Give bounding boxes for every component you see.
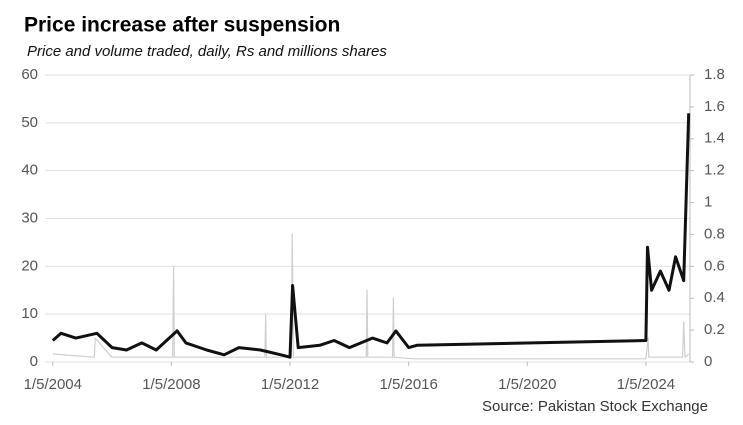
y-tick-label: 40 [21, 162, 38, 179]
y2-tick-label: 0.6 [704, 257, 725, 274]
x-tick-label: 1/5/2012 [261, 376, 319, 393]
y-tick-label: 20 [21, 257, 38, 274]
y2-tick-label: 1.4 [704, 130, 725, 147]
y2-tick-label: 1.8 [704, 66, 725, 83]
x-tick-label: 1/5/2016 [379, 376, 437, 393]
y-tick-label: 0 [30, 353, 38, 370]
y2-tick-label: 0 [704, 353, 712, 370]
chart-title: Price increase after suspension [24, 14, 340, 37]
y2-tick-label: 0.2 [704, 321, 725, 338]
y-tick-label: 60 [21, 66, 38, 83]
y-tick-label: 50 [21, 114, 38, 131]
y2-tick-label: 1.6 [704, 98, 725, 115]
chart-subtitle: Price and volume traded, daily, Rs and m… [27, 43, 387, 60]
y2-tick-label: 0.4 [704, 289, 725, 306]
y2-tick-label: 1 [704, 194, 712, 211]
volume-line [52, 233, 690, 360]
x-tick-label: 1/5/2020 [498, 376, 556, 393]
source: Source: Pakistan Stock Exchange [482, 398, 708, 415]
y-tick-label: 30 [21, 209, 38, 226]
x-tick-label: 1/5/2004 [24, 376, 82, 393]
price-line [51, 113, 691, 359]
y-tick-label: 10 [21, 305, 38, 322]
x-tick-label: 1/5/2008 [142, 376, 200, 393]
y2-tick-label: 1.2 [704, 162, 725, 179]
y2-tick-label: 0.8 [704, 225, 725, 242]
x-tick-label: 1/5/2024 [617, 376, 675, 393]
